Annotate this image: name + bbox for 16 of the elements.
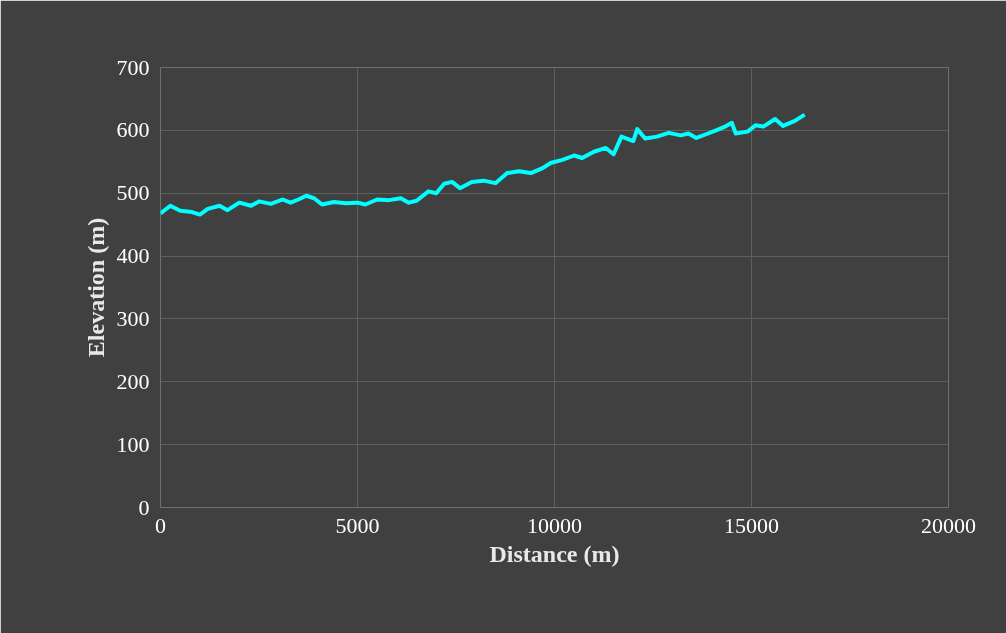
x-tick-label: 20000 [921, 512, 976, 538]
y-tick-label: 0 [138, 494, 150, 520]
y-axis-title: Elevation (m) [82, 217, 109, 358]
x-tick-label: 10000 [527, 512, 582, 538]
y-tick-label: 100 [116, 431, 150, 457]
y-tick-label: 300 [116, 305, 150, 331]
x-tick-label: 0 [155, 512, 166, 538]
x-tick-label: 5000 [335, 512, 380, 538]
x-tick-label: 15000 [724, 512, 779, 538]
y-tick-label: 400 [116, 243, 150, 269]
line-series [160, 112, 807, 217]
y-tick-label: 500 [116, 180, 150, 206]
x-axis-title: Distance (m) [489, 540, 620, 567]
y-tick-label: 200 [116, 368, 150, 394]
y-tick-label: 700 [116, 54, 150, 80]
y-tick-label: 600 [116, 117, 150, 143]
